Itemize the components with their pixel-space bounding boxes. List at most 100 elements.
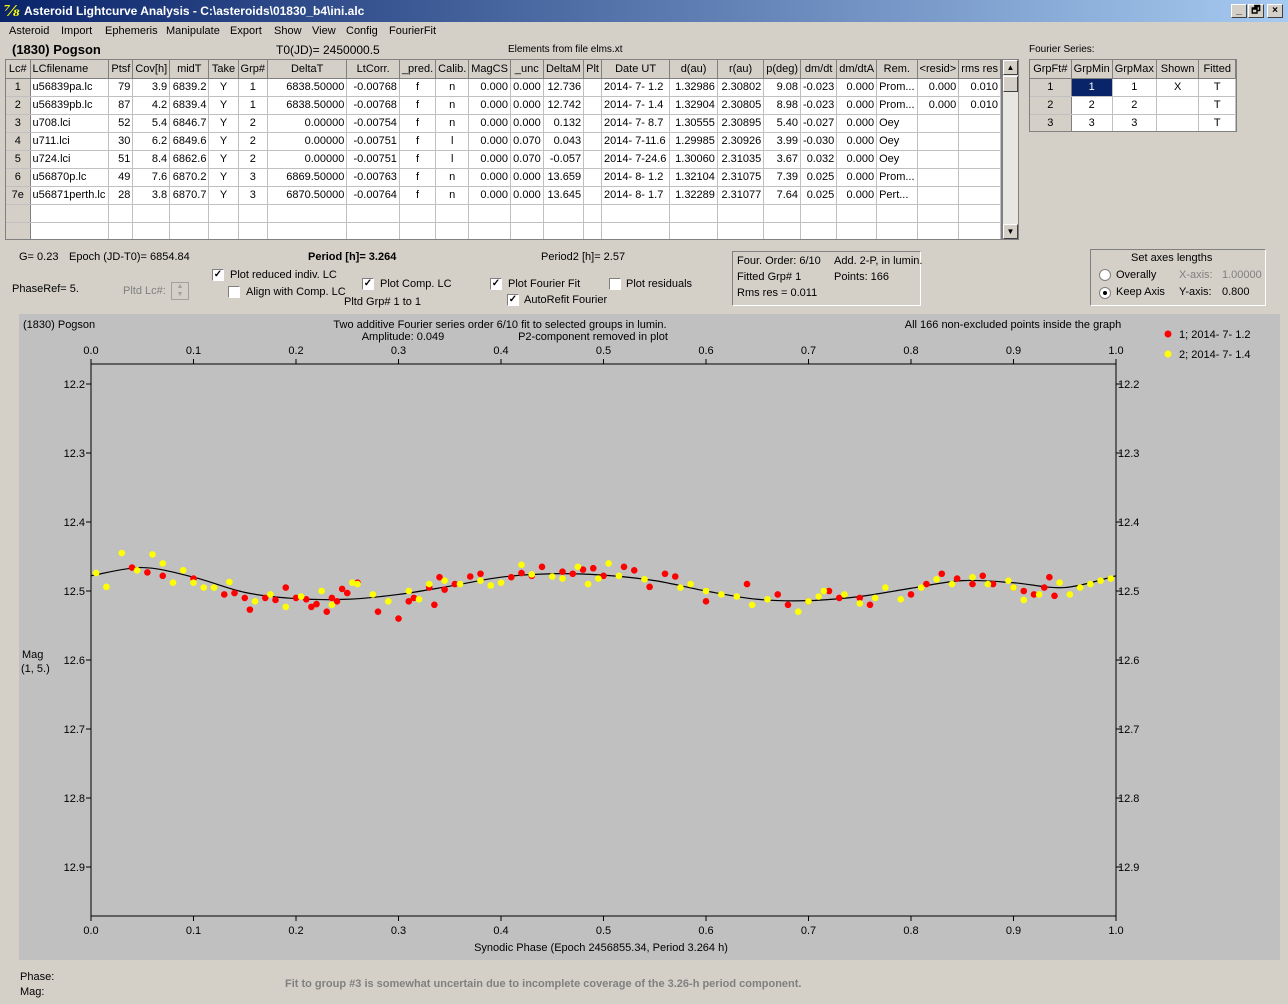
table-cell[interactable]: u724.lci [30,150,110,169]
table-cell[interactable] [435,204,470,223]
table-cell[interactable]: 6849.6 [169,132,210,151]
table-cell[interactable]: f [399,78,437,97]
table-cell[interactable] [30,222,110,239]
table-cell[interactable] [169,222,210,239]
table-cell[interactable]: 6838.50000 [267,96,348,115]
table-cell[interactable]: -0.00764 [346,186,400,205]
lightcurve-plot[interactable]: (1830) Pogson Two additive Fourier serie… [19,314,1280,960]
table-cell[interactable]: 3.9 [132,78,171,97]
table-cell[interactable] [399,222,437,239]
table-cell[interactable]: 1.32289 [669,186,718,205]
table-cell[interactable] [468,222,511,239]
table-cell[interactable]: 3 [238,168,269,187]
table-cell[interactable]: 0.000 [836,150,878,169]
table-cell[interactable] [583,222,602,239]
column-header[interactable]: GrpFt# [1030,60,1072,79]
table-cell[interactable]: 0.043 [543,132,585,151]
table-cell[interactable] [108,222,134,239]
menu-config[interactable]: Config [346,25,378,37]
table-cell[interactable]: 30 [108,132,134,151]
table-cell[interactable]: 12.736 [543,78,585,97]
table-cell[interactable]: 0.000 [836,132,878,151]
column-header[interactable]: Ptsf [108,60,134,79]
table-cell[interactable]: T [1198,96,1236,115]
table-cell[interactable]: -0.00768 [346,96,400,115]
table-cell[interactable]: u708.lci [30,114,110,133]
column-header[interactable]: GrpMin [1071,60,1113,79]
table-cell[interactable]: 87 [108,96,134,115]
table-cell[interactable]: -0.00751 [346,150,400,169]
table-cell[interactable] [169,204,210,223]
table-cell[interactable]: 0.00000 [267,132,348,151]
table-cell[interactable]: -0.057 [543,150,585,169]
table-row[interactable]: 6 u56870p.lc 49 7.6 6870.2 Y 3 6869.50000 -0.007… [6,168,1001,187]
column-header[interactable]: dm/dtA [836,60,878,79]
table-cell[interactable]: 3 [1030,114,1072,131]
table-cell[interactable]: Y [208,168,239,187]
table-cell[interactable]: 2014- 8- 1.7 [601,186,671,205]
table-cell[interactable] [583,96,602,115]
column-header[interactable]: MagCS [468,60,511,79]
table-cell[interactable]: u56870p.lc [30,168,110,187]
table-cell[interactable]: Y [208,132,239,151]
column-header[interactable]: midT [169,60,210,79]
table-cell[interactable]: 2014- 7- 1.4 [601,96,671,115]
table-cell[interactable]: -0.00754 [346,114,400,133]
table-cell[interactable] [958,132,1001,151]
menu-asteroid[interactable]: Asteroid [9,25,50,37]
table-cell[interactable] [958,222,1001,239]
column-header[interactable]: <resid> [917,60,960,79]
table-cell[interactable]: 52 [108,114,134,133]
table-cell[interactable] [958,114,1001,133]
table-cell[interactable]: Oey [876,114,918,133]
table-cell[interactable]: 0.132 [543,114,585,133]
align-comp-checkbox[interactable] [228,286,240,298]
table-cell[interactable]: 2 [1112,96,1157,115]
table-cell[interactable]: 1 [1112,78,1157,97]
column-header[interactable]: DeltaT [267,60,348,79]
table-cell[interactable]: 3 [6,114,31,133]
table-cell[interactable]: 5 [6,150,31,169]
table-cell[interactable]: 0.000 [468,114,511,133]
table-cell[interactable]: Y [208,186,239,205]
table-cell[interactable]: 3 [238,186,269,205]
table-cell[interactable] [763,204,802,223]
table-cell[interactable]: 6862.6 [169,150,210,169]
table-cell[interactable]: 1.32904 [669,96,718,115]
table-row[interactable] [6,204,1001,223]
table-cell[interactable]: 6839.4 [169,96,210,115]
table-cell[interactable] [583,186,602,205]
table-row[interactable]: 7e u56871perth.lc 28 3.8 6870.7 Y 3 6870.50000-… [6,186,1001,205]
table-cell[interactable]: 28 [108,186,134,205]
table-cell[interactable]: Y [208,150,239,169]
column-header[interactable]: Rem. [876,60,918,79]
column-header[interactable]: rms res [958,60,1001,79]
scroll-down-icon[interactable]: ▼ [1003,224,1018,239]
table-cell[interactable]: Oey [876,150,918,169]
table-cell[interactable] [763,222,802,239]
table-cell[interactable] [958,150,1001,169]
table-cell[interactable] [917,186,960,205]
table-cell[interactable]: 3 [1112,114,1157,131]
column-header[interactable]: d(au) [669,60,718,79]
table-cell[interactable]: 2.31035 [717,150,765,169]
table-cell[interactable]: 2014- 7- 1.2 [601,78,671,97]
table-cell[interactable]: 2 [238,114,269,133]
table-cell[interactable]: 0.000 [468,78,511,97]
table-cell[interactable]: 0.000 [836,78,878,97]
table-cell[interactable]: 4.2 [132,96,171,115]
table-cell[interactable]: 8.4 [132,150,171,169]
table-cell[interactable] [601,204,671,223]
table-cell[interactable] [132,222,171,239]
table-cell[interactable]: 7.64 [763,186,802,205]
table-cell[interactable]: 2.30802 [717,78,765,97]
column-header[interactable]: LtCorr. [346,60,400,79]
table-cell[interactable] [208,222,239,239]
table-row[interactable]: 2 u56839pb.lc 87 4.2 6839.4 Y 1 6838.50000 -0.00… [6,96,1001,115]
column-header[interactable]: r(au) [717,60,765,79]
table-cell[interactable] [208,204,239,223]
table-cell[interactable]: T [1198,78,1236,97]
